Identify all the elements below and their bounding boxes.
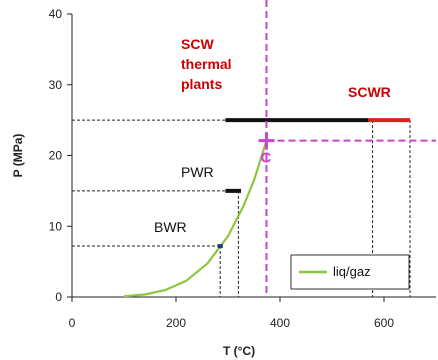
- x-tick-label: 200: [166, 316, 186, 330]
- liq-gaz-curve: [123, 140, 268, 298]
- bwr-label: BWR: [154, 219, 187, 235]
- x-axis-title: T (°C): [223, 344, 255, 358]
- y-tick-label: 20: [49, 149, 63, 163]
- x-tick-label: 400: [270, 316, 290, 330]
- scw-plants-label-line: plants: [181, 76, 222, 92]
- critical-point-label: C: [260, 150, 271, 167]
- critical-point-group: C: [258, 0, 436, 297]
- scwr-label: SCWR: [348, 84, 391, 100]
- x-tick-label: 0: [69, 316, 76, 330]
- y-tick-label: 30: [49, 78, 63, 92]
- legend-entry: liq/gaz: [333, 264, 371, 279]
- operating-ranges: [217, 118, 410, 249]
- legend: liq/gaz: [290, 254, 410, 290]
- x-tick-label: 600: [374, 316, 394, 330]
- scw-plants-label-line: thermal: [181, 56, 232, 72]
- y-tick-label: 0: [55, 290, 62, 304]
- pwr-label: PWR: [181, 164, 214, 180]
- curve-group: [123, 140, 268, 298]
- y-tick-label: 40: [49, 7, 63, 21]
- y-axis-title: P (MPa): [11, 134, 25, 178]
- annotation-labels: BWR PWR SCW thermal plants SCWR: [154, 36, 391, 235]
- scw-plants-label-line: SCW: [181, 36, 214, 52]
- y-tick-label: 10: [49, 219, 63, 233]
